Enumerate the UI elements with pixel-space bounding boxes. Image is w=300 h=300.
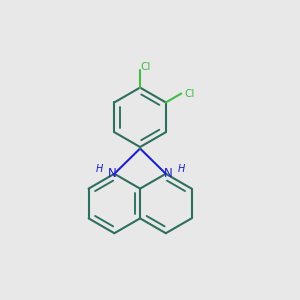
- Text: Cl: Cl: [140, 62, 150, 72]
- Text: N: N: [108, 167, 117, 180]
- Text: N: N: [164, 167, 172, 180]
- Text: Cl: Cl: [185, 88, 195, 98]
- Text: H: H: [95, 164, 103, 174]
- Text: H: H: [177, 164, 184, 174]
